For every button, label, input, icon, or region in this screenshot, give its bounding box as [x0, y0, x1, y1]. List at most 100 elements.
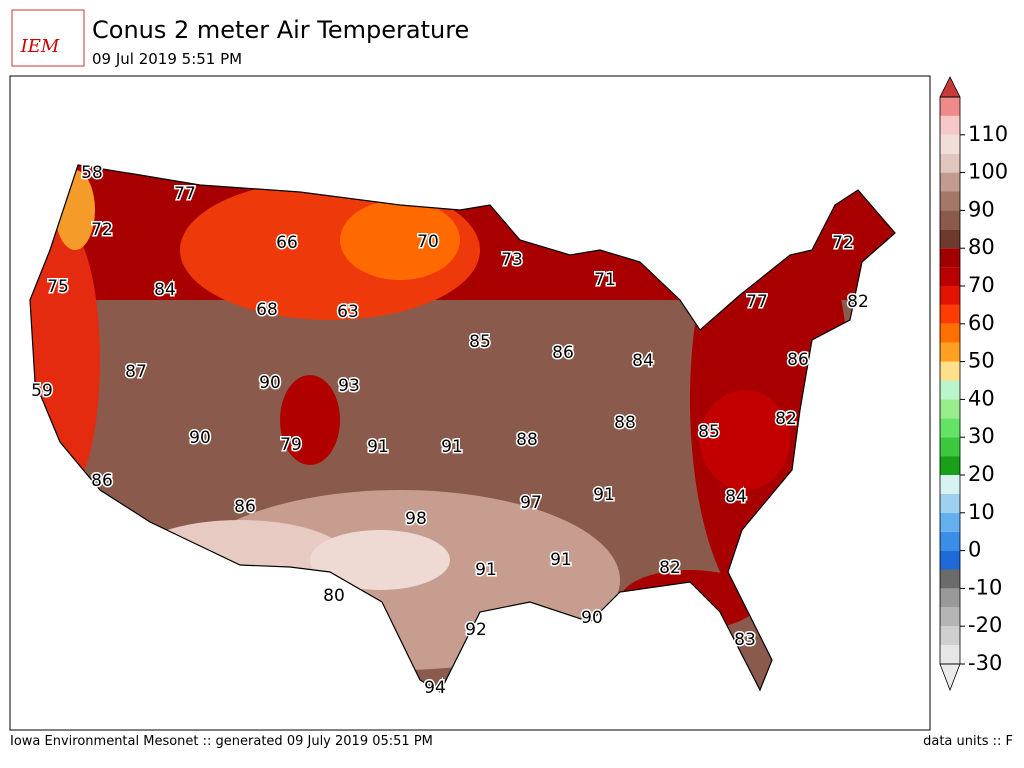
colorbar-bin	[940, 399, 960, 419]
title: Conus 2 meter Air Temperature	[92, 16, 469, 44]
contour-label: 91	[367, 437, 389, 457]
contour-label: 88	[516, 430, 538, 450]
contour-label: 72	[832, 233, 854, 253]
contour-label: 86	[91, 471, 113, 491]
contour-label: 86	[234, 497, 256, 517]
contour-label: 71	[594, 270, 616, 290]
colorbar-bin	[940, 456, 960, 475]
colorbar-bin	[940, 493, 960, 513]
colorbar-bin	[940, 361, 960, 381]
contour-label: 63	[337, 302, 359, 322]
colorbar-bin	[940, 588, 960, 608]
colorbar-bin	[940, 475, 960, 494]
colorbar-bin	[940, 210, 960, 230]
colorbar-bin	[940, 286, 960, 305]
contour-label: 86	[552, 343, 574, 363]
contour-label: 92	[465, 620, 487, 640]
contour-label: 88	[614, 413, 636, 433]
contour-label: 90	[259, 373, 281, 393]
colorbar-bin	[940, 153, 960, 173]
contour-label: 80	[323, 586, 345, 606]
contour-label: 97	[520, 493, 542, 513]
contour-label: 85	[698, 422, 720, 442]
colorbar-tick-label: -10	[968, 575, 1002, 599]
colorbar-bin	[940, 550, 960, 570]
contour-label: 77	[746, 292, 768, 312]
contour-label: 91	[550, 550, 572, 570]
contour-label: 90	[581, 608, 603, 628]
contour-label: 85	[469, 332, 491, 352]
colorbar-tick-label: 10	[968, 500, 995, 524]
field-mountain	[280, 375, 340, 465]
colorbar-bin	[940, 437, 960, 457]
contour-label: 75	[47, 277, 69, 297]
colorbar-bin	[940, 626, 960, 646]
contour-label: 94	[424, 678, 446, 698]
contour-label: 90	[189, 428, 211, 448]
logo-text: IEM	[20, 36, 60, 57]
contour-label: 82	[847, 292, 869, 312]
colorbar-bin	[940, 172, 960, 192]
logo: IEM	[11, 9, 85, 67]
colorbar-tick-label: 70	[968, 273, 995, 297]
contour-label: 68	[256, 300, 278, 320]
colorbar-bin	[940, 191, 960, 211]
colorbar-bin	[940, 248, 960, 268]
colorbar-bin	[940, 323, 960, 343]
field-hot	[310, 530, 450, 590]
logo-frame	[11, 9, 85, 67]
colorbar-bin	[940, 418, 960, 438]
contour-label: 91	[475, 560, 497, 580]
colorbar-tick-label: 0	[968, 538, 981, 562]
contour-label: 82	[659, 558, 681, 578]
colorbar-bin	[940, 134, 960, 154]
colorbar-bin	[940, 304, 960, 324]
colorbar-tick-label: -20	[968, 613, 1002, 637]
colorbar-bin	[940, 97, 960, 116]
colorbar-bin	[940, 115, 960, 135]
colorbar-tick-label: 40	[968, 386, 995, 410]
colorbar-tick-label: 100	[968, 160, 1008, 184]
contour-label: 58	[81, 163, 103, 183]
contour-label: 84	[632, 351, 654, 371]
footer-left: Iowa Environmental Mesonet :: generated …	[10, 734, 433, 749]
colorbar-over	[939, 76, 961, 98]
field-cool	[340, 200, 460, 280]
contour-label: 77	[174, 184, 196, 204]
contour-label: 82	[775, 409, 797, 429]
colorbar-tick-label: 80	[968, 235, 995, 259]
contour-label: 84	[725, 487, 747, 507]
colorbar: -30 -20 -10 0 10 20 30 40 50 60 70 80 90 100 110	[939, 76, 1008, 692]
colorbar-bin	[940, 569, 960, 589]
colorbar-frame	[939, 96, 961, 665]
footer-right: data units :: F	[923, 734, 1013, 749]
colorbar-tick-label: 60	[968, 311, 995, 335]
contour-label: 91	[593, 485, 615, 505]
colorbar-tick-label: 20	[968, 462, 995, 486]
field-east	[700, 390, 790, 490]
colorbar-bin	[940, 342, 960, 362]
colorbar-tick-label: 50	[968, 349, 995, 373]
contour-label: 79	[280, 435, 302, 455]
contour-label: 87	[125, 362, 147, 382]
contour-label: 70	[417, 232, 439, 252]
contour-label: 93	[338, 376, 360, 396]
us-outline	[29, 164, 896, 693]
colorbar-bin	[940, 380, 960, 400]
colorbar-tick-label: -30	[968, 651, 1002, 675]
colorbar-bin	[940, 229, 960, 249]
colorbar-bin	[940, 607, 960, 627]
contour-label: 66	[276, 233, 298, 253]
contour-label: 86	[787, 350, 809, 370]
subtitle: 09 Jul 2019 5:51 PM	[92, 50, 242, 68]
colorbar-bin	[940, 645, 960, 664]
colorbar-bin	[940, 512, 960, 532]
contour-label: 98	[405, 509, 427, 529]
contour-label: 73	[501, 250, 523, 270]
contour-label: 91	[441, 437, 463, 457]
contour-labels: 58 72 77 66 70 73 71 72 82 77 75 84 68 63 85 86 84 86 87 90…	[30, 162, 871, 700]
colorbar-bin	[940, 267, 960, 286]
contour-label: 72	[91, 220, 113, 240]
colorbar-tick-label: 30	[968, 424, 995, 448]
